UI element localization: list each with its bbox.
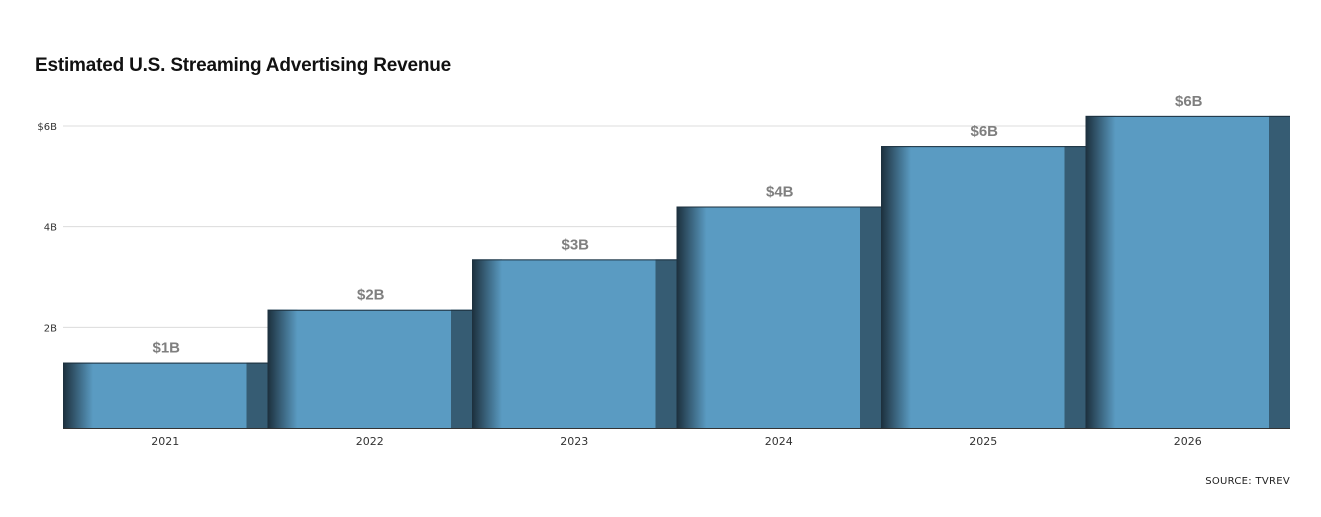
data-label: $3B	[561, 236, 589, 253]
y-axis-ticks: 2B 4B $6B	[37, 122, 57, 334]
bar	[676, 206, 881, 428]
data-label: $4B	[766, 184, 794, 201]
bar-side	[860, 206, 881, 428]
x-tick-label: 2021	[151, 435, 179, 448]
y-tick-label: 2B	[44, 323, 57, 334]
bar-shadow	[676, 206, 707, 428]
bar-side	[1064, 146, 1086, 428]
bar-side	[246, 362, 268, 428]
bar-shadow	[1085, 115, 1116, 428]
bar-side	[655, 259, 677, 428]
bar-group	[63, 362, 268, 428]
data-labels: $1B $2B $3B $4B $6B $6B	[152, 93, 1202, 357]
bar	[267, 309, 472, 428]
bar-group	[881, 146, 1086, 428]
bar-side	[1269, 115, 1290, 428]
x-tick-label: 2026	[1174, 435, 1202, 448]
chart-title: Estimated U.S. Streaming Advertising Rev…	[35, 55, 452, 76]
x-tick-label: 2023	[560, 435, 588, 448]
data-label: $2B	[357, 287, 385, 304]
bar-group	[472, 259, 677, 428]
bars	[63, 115, 1290, 428]
x-tick-label: 2022	[356, 435, 384, 448]
bar-group	[676, 206, 881, 428]
bar-shadow	[472, 259, 502, 428]
y-tick-label: $6B	[37, 122, 57, 133]
x-tick-label: 2025	[969, 435, 997, 448]
bar-shadow	[267, 309, 298, 428]
data-label: $1B	[152, 340, 180, 357]
bar-shadow	[881, 146, 911, 428]
bar-group	[1085, 115, 1290, 428]
bar-group	[267, 309, 472, 428]
x-axis-ticks: 2021 2022 2023 2024 2025 2026	[151, 435, 1202, 448]
y-tick-label: 4B	[44, 223, 57, 234]
bar	[1085, 115, 1290, 428]
data-label: $6B	[1175, 93, 1203, 110]
bar-side	[451, 309, 472, 428]
source-note: SOURCE: TVREV	[1205, 476, 1290, 487]
bar-shadow	[63, 362, 93, 428]
data-label: $6B	[970, 123, 998, 140]
x-tick-label: 2024	[765, 435, 793, 448]
bar	[63, 362, 268, 428]
bar	[472, 259, 677, 428]
bar	[881, 146, 1086, 428]
